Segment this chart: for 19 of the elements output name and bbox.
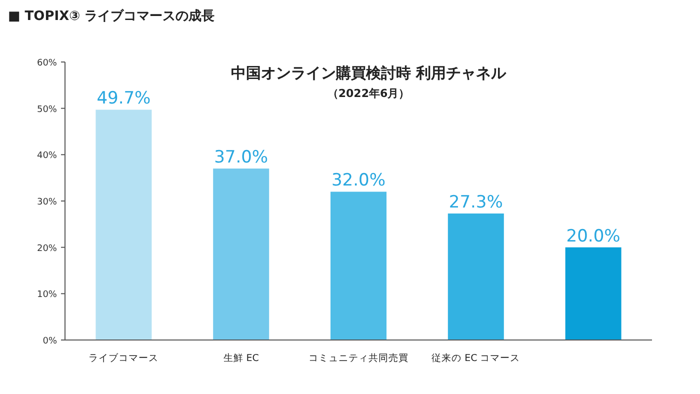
x-tick-label: ライブコマース xyxy=(88,352,159,364)
data-label: 27.3% xyxy=(448,192,503,213)
data-label: 32.0% xyxy=(331,170,386,191)
y-tick-label: 10% xyxy=(36,290,58,300)
y-tick-label: 60% xyxy=(36,58,58,68)
x-tick-label: 生鮮 EC xyxy=(223,352,260,364)
y-tick-label: 30% xyxy=(36,198,58,208)
y-tick-label: 0% xyxy=(42,336,58,346)
chart-title: 中国オンライン購買検討時 利用チャネル xyxy=(230,64,508,82)
text: （2022年6月） xyxy=(327,87,410,100)
data-label: 20.0% xyxy=(566,226,620,246)
x-tick-label: コミュニティ共同売買 xyxy=(308,352,408,364)
data-label: 49.7% xyxy=(96,88,151,109)
y-tick-label: 20% xyxy=(36,244,58,254)
data-label: 37.0% xyxy=(214,148,268,168)
y-tick-label: 40% xyxy=(36,151,58,162)
text: ■ TOPIX③ ライブコマースの成長 xyxy=(8,8,215,24)
y-tick-label: 50% xyxy=(36,104,58,115)
x-tick-label: 従来の EC コマース xyxy=(432,352,520,364)
